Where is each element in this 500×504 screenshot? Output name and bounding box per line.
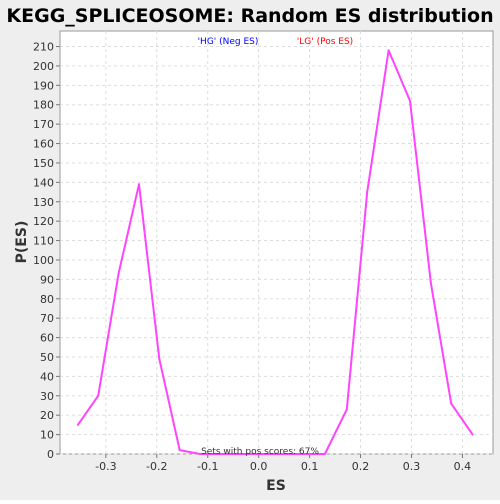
data-point — [199, 453, 202, 455]
y-axis: 0 10 20 30 40 50 60 70 80 90 100 110 120 130 140 150 160… — [33, 41, 60, 461]
x-tick-label: 0.1 — [301, 460, 319, 473]
y-tick-label: 30 — [40, 390, 54, 403]
data-point — [260, 453, 263, 455]
series-line — [76, 49, 474, 455]
x-tick-label: 0.4 — [454, 460, 472, 473]
y-tick-label: 130 — [33, 196, 54, 209]
data-point — [219, 453, 222, 455]
data-point — [387, 49, 390, 52]
x-axis-label: ES — [266, 478, 286, 494]
y-tick-label: 170 — [33, 118, 54, 131]
y-tick-label: 210 — [33, 41, 54, 54]
data-point — [450, 402, 453, 405]
chart-title: KEGG_SPLICEOSOME: Random ES distribution — [6, 5, 493, 27]
grid — [60, 31, 493, 455]
x-tick-label: 0.2 — [352, 460, 370, 473]
plot-area — [59, 30, 494, 455]
x-tick-label: -0.2 — [146, 460, 167, 473]
y-tick-label: 70 — [40, 312, 54, 325]
data-point — [97, 394, 100, 397]
y-tick-label: 140 — [33, 176, 54, 189]
x-tick-label: 0.0 — [250, 460, 268, 473]
legend-item-pos: 'LG' (Pos ES) — [297, 37, 353, 47]
y-tick-label: 120 — [33, 215, 54, 228]
data-point — [280, 453, 283, 455]
data-point — [117, 272, 120, 275]
pos-scores-annotation: Sets with pos scores: 67% — [201, 447, 319, 457]
y-tick-label: 180 — [33, 99, 54, 112]
legend-item-neg: 'HG' (Neg ES) — [198, 37, 259, 47]
y-tick-label: 90 — [40, 273, 54, 286]
data-point — [323, 453, 326, 455]
y-tick-label: 190 — [33, 79, 54, 92]
y-tick-label: 10 — [40, 429, 54, 442]
y-tick-label: 80 — [40, 293, 54, 306]
y-tick-label: 100 — [33, 254, 54, 267]
series-group — [76, 49, 474, 455]
y-tick-label: 50 — [40, 351, 54, 364]
y-tick-label: 0 — [47, 448, 54, 461]
y-tick-label: 200 — [33, 60, 54, 73]
y-tick-label: 60 — [40, 332, 54, 345]
x-tick-label: -0.3 — [95, 460, 116, 473]
x-tick-label: -0.1 — [197, 460, 218, 473]
data-point — [158, 357, 161, 360]
data-point — [429, 282, 432, 285]
data-point — [366, 191, 369, 194]
data-point — [76, 423, 79, 426]
y-tick-label: 20 — [40, 409, 54, 422]
x-tick-label: 0.3 — [403, 460, 421, 473]
y-tick-label: 160 — [33, 138, 54, 151]
data-point — [345, 408, 348, 411]
data-point — [239, 453, 242, 455]
data-point — [471, 433, 474, 436]
data-point — [137, 183, 140, 186]
y-tick-label: 40 — [40, 370, 54, 383]
y-axis-label: P(ES) — [14, 221, 30, 264]
data-point — [300, 453, 303, 455]
y-tick-label: 110 — [33, 235, 54, 248]
y-tick-label: 150 — [33, 157, 54, 170]
data-point — [178, 449, 181, 452]
x-axis: -0.3 -0.2 -0.1 0.0 0.1 0.2 0.3 0.4 — [95, 454, 471, 473]
data-point — [408, 99, 411, 102]
